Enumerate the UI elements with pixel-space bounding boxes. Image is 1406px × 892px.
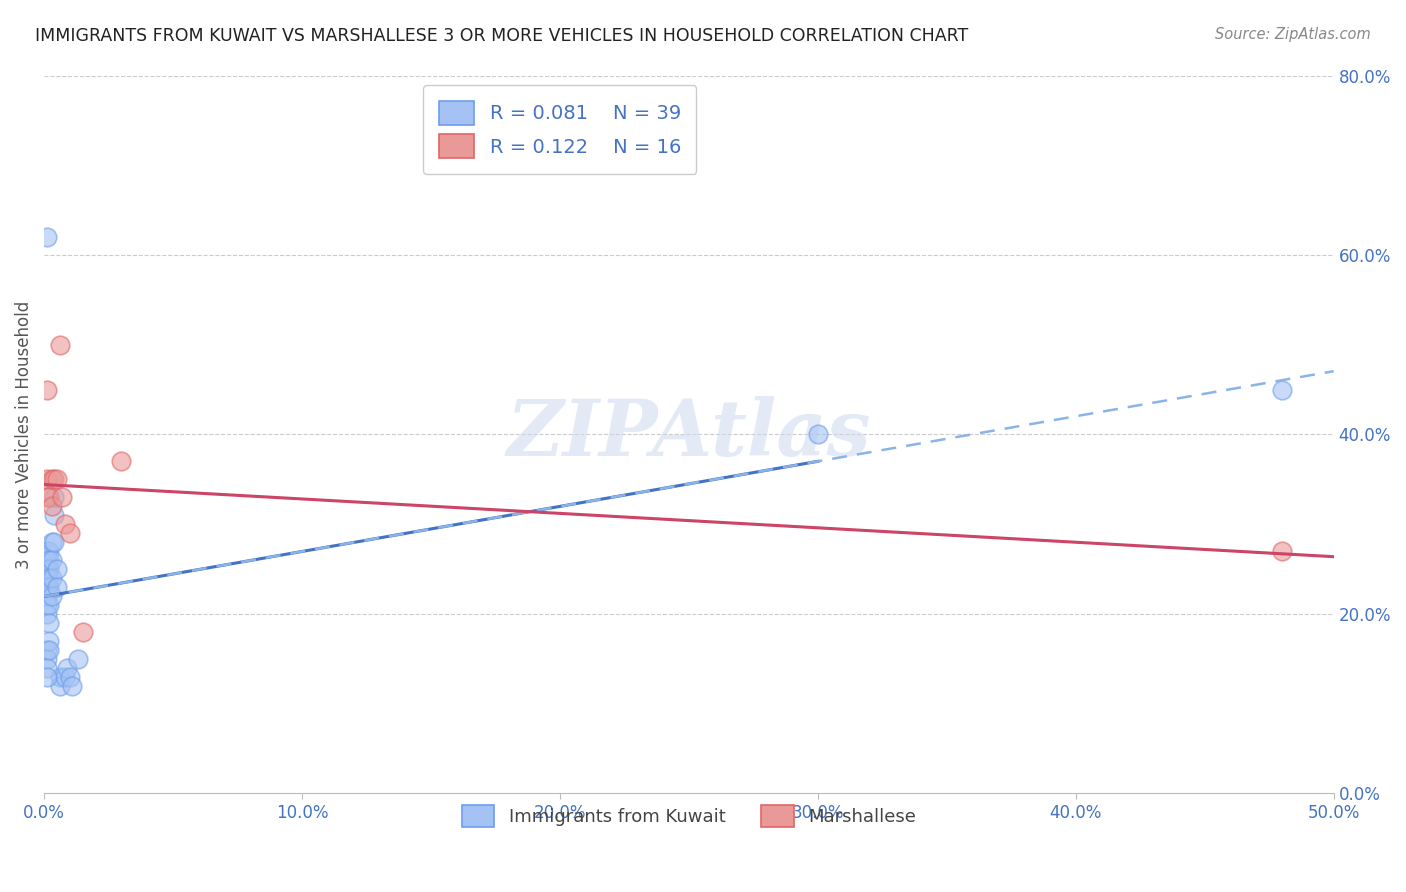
Point: [44, 535, 66, 549]
Point: [38, 642, 60, 657]
Point: [1271, 383, 1294, 397]
Point: [41, 472, 63, 486]
Point: [38, 562, 60, 576]
Point: [44, 508, 66, 523]
Point: [46, 580, 69, 594]
Point: [38, 615, 60, 630]
Point: [41, 535, 63, 549]
Point: [41, 571, 63, 585]
Point: [56, 661, 79, 675]
Point: [59, 526, 82, 541]
Point: [44, 472, 66, 486]
Point: [38, 580, 60, 594]
Point: [35, 562, 58, 576]
Point: [62, 679, 84, 693]
Point: [35, 652, 58, 666]
Point: [35, 472, 58, 486]
Point: [1271, 544, 1294, 558]
Point: [38, 553, 60, 567]
Text: ZIPAtlas: ZIPAtlas: [506, 396, 872, 473]
Point: [38, 490, 60, 504]
Point: [44, 490, 66, 504]
Point: [38, 571, 60, 585]
Y-axis label: 3 or more Vehicles in Household: 3 or more Vehicles in Household: [15, 301, 32, 568]
Point: [72, 624, 94, 639]
Point: [35, 230, 58, 244]
Point: [48, 337, 70, 351]
Point: [35, 553, 58, 567]
Point: [41, 589, 63, 603]
Point: [38, 598, 60, 612]
Point: [41, 500, 63, 514]
Point: [35, 607, 58, 621]
Point: [59, 670, 82, 684]
Point: [35, 383, 58, 397]
Point: [35, 490, 58, 504]
Point: [51, 490, 73, 504]
Point: [46, 472, 69, 486]
Text: IMMIGRANTS FROM KUWAIT VS MARSHALLESE 3 OR MORE VEHICLES IN HOUSEHOLD CORRELATIO: IMMIGRANTS FROM KUWAIT VS MARSHALLESE 3 …: [35, 27, 969, 45]
Point: [35, 544, 58, 558]
Point: [53, 670, 76, 684]
Point: [35, 661, 58, 675]
Point: [48, 670, 70, 684]
Point: [46, 562, 69, 576]
Point: [38, 544, 60, 558]
Legend: Immigrants from Kuwait, Marshallese: Immigrants from Kuwait, Marshallese: [454, 798, 924, 835]
Text: Source: ZipAtlas.com: Source: ZipAtlas.com: [1215, 27, 1371, 42]
Point: [807, 427, 830, 442]
Point: [35, 580, 58, 594]
Point: [35, 670, 58, 684]
Point: [110, 454, 132, 468]
Point: [35, 598, 58, 612]
Point: [53, 517, 76, 532]
Point: [35, 589, 58, 603]
Point: [41, 553, 63, 567]
Point: [35, 571, 58, 585]
Point: [38, 633, 60, 648]
Point: [48, 679, 70, 693]
Point: [66, 652, 89, 666]
Point: [35, 642, 58, 657]
